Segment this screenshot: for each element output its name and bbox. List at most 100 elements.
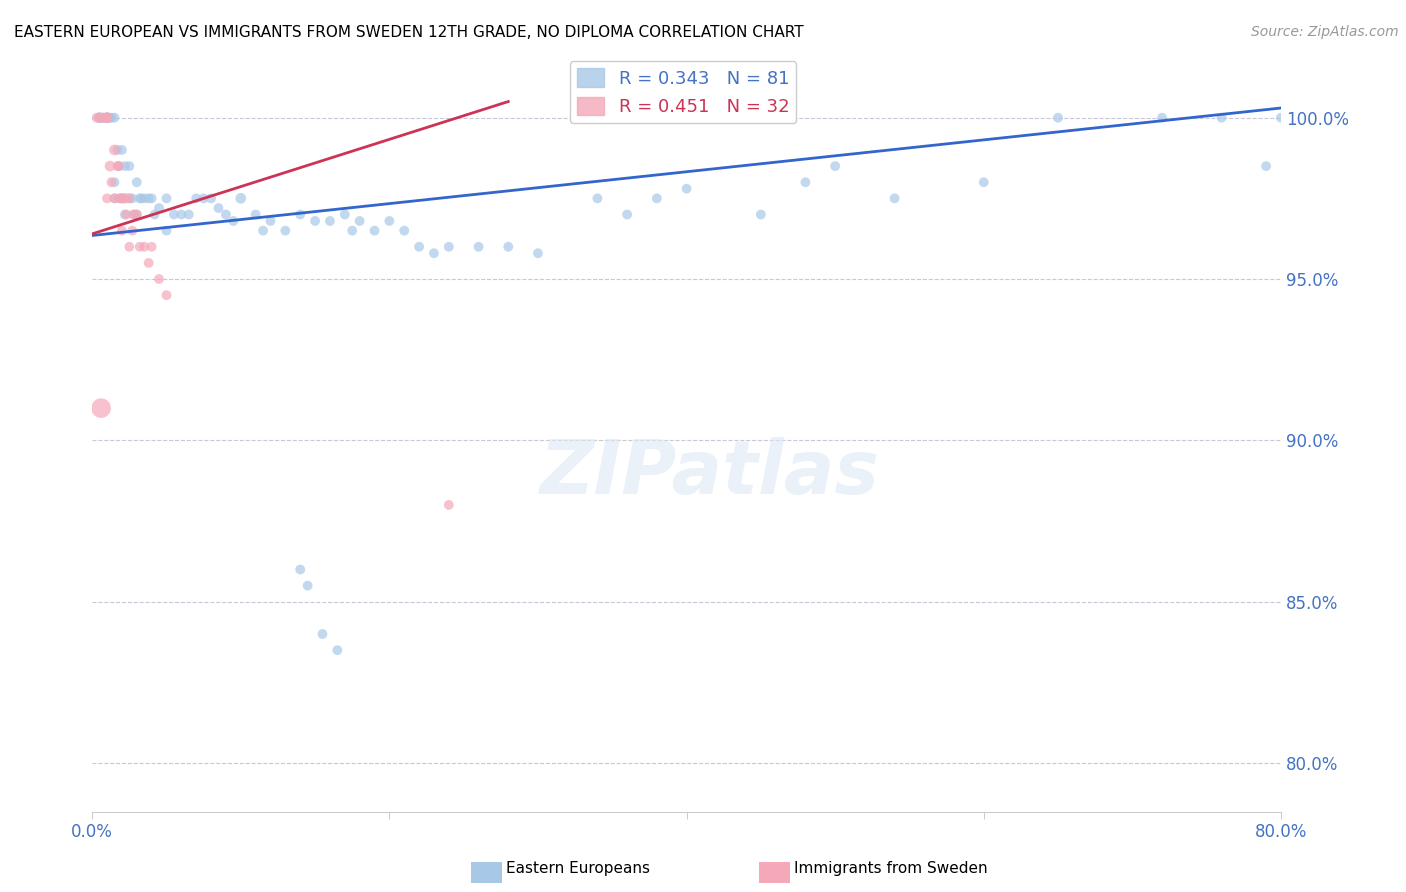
Point [193,191,215,205]
Point [749,207,772,221]
Point [394,224,416,238]
Point [89,111,111,125]
Point [408,240,430,254]
Point [645,191,668,205]
Point [148,272,170,286]
Point [222,214,245,228]
Point [423,246,446,260]
Point [207,201,229,215]
Point [378,214,401,228]
Point [1270,111,1292,125]
Point [586,191,609,205]
Point [1152,111,1174,125]
Point [118,159,141,173]
Point [121,191,143,205]
Point [259,214,281,228]
Point [111,191,134,205]
Point [163,207,186,221]
Point [437,240,460,254]
Point [141,240,163,254]
Point [824,159,846,173]
Point [90,401,112,416]
Point [675,182,697,196]
Point [1254,159,1277,173]
Point [86,111,108,125]
Point [118,191,141,205]
Point [100,175,122,189]
Point [96,111,118,125]
Point [107,159,129,173]
Point [89,111,111,125]
Point [96,111,118,125]
Point [177,207,200,221]
Point [363,224,385,238]
Point [467,240,489,254]
Text: Source: ZipAtlas.com: Source: ZipAtlas.com [1251,25,1399,39]
Point [122,207,145,221]
Point [319,214,342,228]
Point [118,240,141,254]
Point [794,175,817,189]
Point [128,191,150,205]
Point [110,191,132,205]
Point [114,191,136,205]
Text: EASTERN EUROPEAN VS IMMIGRANTS FROM SWEDEN 12TH GRADE, NO DIPLOMA CORRELATION CH: EASTERN EUROPEAN VS IMMIGRANTS FROM SWED… [14,25,804,40]
Text: Immigrants from Sweden: Immigrants from Sweden [794,861,988,876]
Point [290,562,312,576]
Point [973,175,995,189]
Point [96,111,118,125]
Point [148,201,170,215]
Point [1211,111,1233,125]
Point [274,224,297,238]
Point [103,191,125,205]
Point [437,498,460,512]
Point [103,143,125,157]
Point [96,111,118,125]
Point [111,143,134,157]
Point [89,111,111,125]
Point [527,246,550,260]
Point [96,191,118,205]
Point [103,111,125,125]
Point [186,191,208,205]
Point [342,224,364,238]
Point [229,191,252,205]
Point [616,207,638,221]
Point [129,191,152,205]
Point [103,191,125,205]
Point [108,159,131,173]
Point [100,111,122,125]
Point [114,207,136,221]
Point [115,207,138,221]
Point [111,191,134,205]
Point [114,159,136,173]
Point [128,240,150,254]
Point [121,224,143,238]
Point [98,111,121,125]
Point [91,111,114,125]
Legend: R = 0.343   N = 81, R = 0.451   N = 32: R = 0.343 N = 81, R = 0.451 N = 32 [569,62,796,123]
Text: Eastern Europeans: Eastern Europeans [506,861,650,876]
Point [155,288,177,302]
Point [311,627,333,641]
Point [103,175,125,189]
Point [297,579,319,593]
Point [138,256,160,270]
Point [108,159,131,173]
Point [349,214,371,228]
Point [245,207,267,221]
Point [883,191,905,205]
Point [89,111,111,125]
Point [111,224,134,238]
Point [155,224,177,238]
Point [496,240,519,254]
Point [134,191,156,205]
Text: ZIPatlas: ZIPatlas [540,437,880,509]
Point [143,207,166,221]
Point [96,111,118,125]
Point [89,111,111,125]
Point [155,191,177,205]
Point [122,207,145,221]
Point [141,191,163,205]
Point [138,191,160,205]
